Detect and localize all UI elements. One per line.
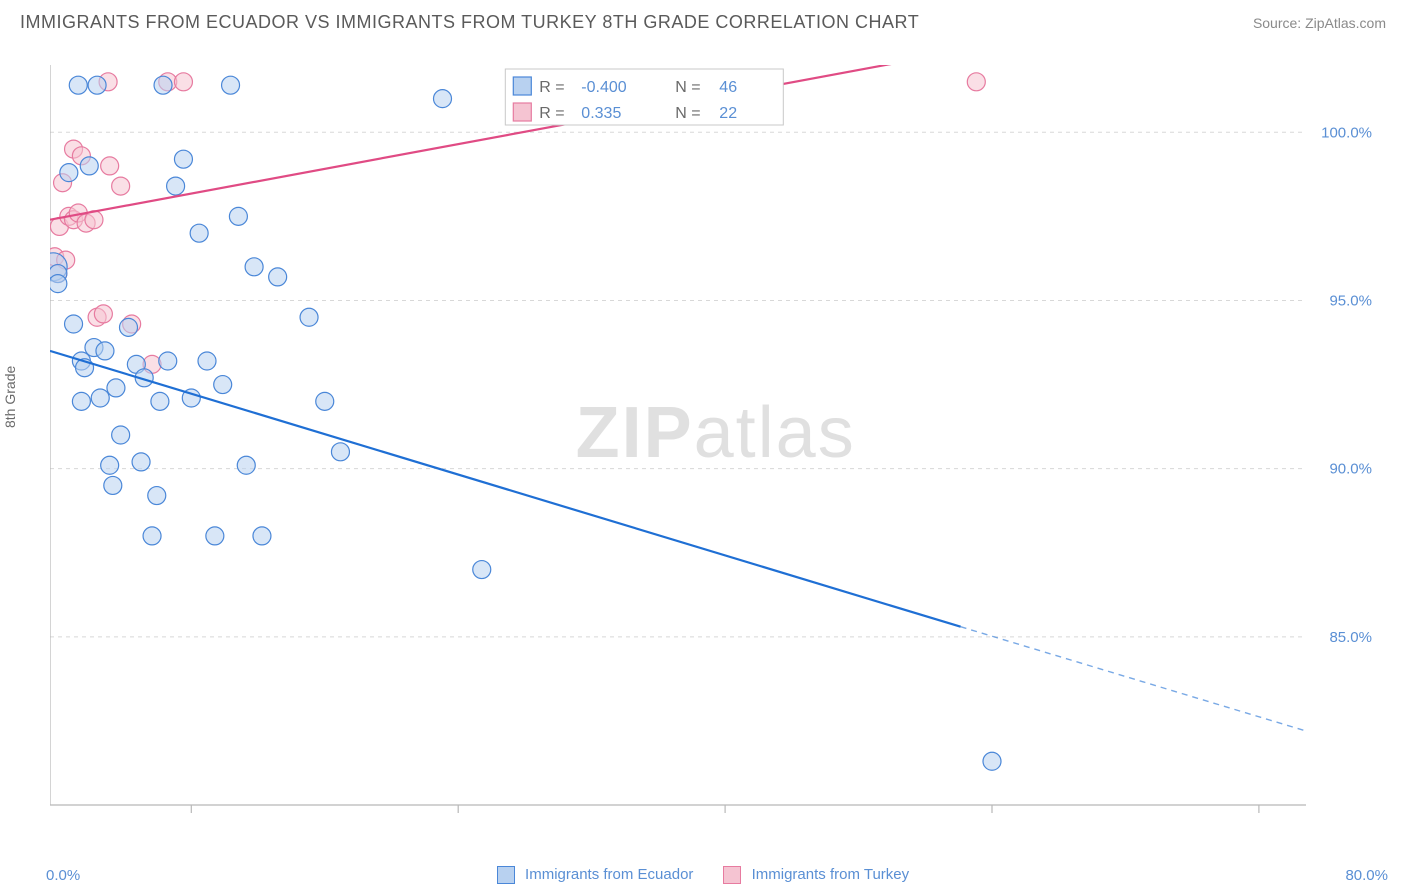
legend-item-ecuador: Immigrants from Ecuador	[497, 866, 694, 884]
svg-text:22: 22	[719, 105, 737, 122]
chart-header: IMMIGRANTS FROM ECUADOR VS IMMIGRANTS FR…	[0, 0, 1406, 41]
legend-swatch-ecuador	[497, 866, 515, 884]
legend-label-turkey: Immigrants from Turkey	[752, 866, 910, 883]
svg-text:0.335: 0.335	[581, 105, 621, 122]
svg-text:46: 46	[719, 79, 737, 96]
svg-text:R =: R =	[539, 105, 564, 122]
legend-item-turkey: Immigrants from Turkey	[723, 866, 909, 884]
svg-text:100.0%: 100.0%	[1321, 124, 1372, 141]
scatter-chart: ZIPatlas 85.0% 90.0% 95.0% 100.0% R = -0.400 N …	[50, 50, 1390, 820]
chart-container: ZIPatlas 85.0% 90.0% 95.0% 100.0% R = -0.400 N …	[50, 50, 1390, 820]
svg-text:N =: N =	[675, 79, 700, 96]
svg-text:90.0%: 90.0%	[1329, 461, 1372, 478]
y-axis-label: 8th Grade	[2, 366, 18, 428]
svg-text:95.0%: 95.0%	[1329, 292, 1372, 309]
svg-text:N =: N =	[675, 105, 700, 122]
legend-label-ecuador: Immigrants from Ecuador	[525, 866, 693, 883]
series-legend: Immigrants from Ecuador Immigrants from …	[0, 866, 1406, 884]
svg-text:ZIPatlas: ZIPatlas	[576, 393, 856, 473]
chart-title: IMMIGRANTS FROM ECUADOR VS IMMIGRANTS FR…	[20, 12, 919, 33]
legend-swatch-turkey	[723, 866, 741, 884]
svg-text:-0.400: -0.400	[581, 79, 626, 96]
svg-text:R =: R =	[539, 79, 564, 96]
source-label: Source: ZipAtlas.com	[1253, 15, 1386, 31]
svg-text:85.0%: 85.0%	[1329, 629, 1372, 646]
